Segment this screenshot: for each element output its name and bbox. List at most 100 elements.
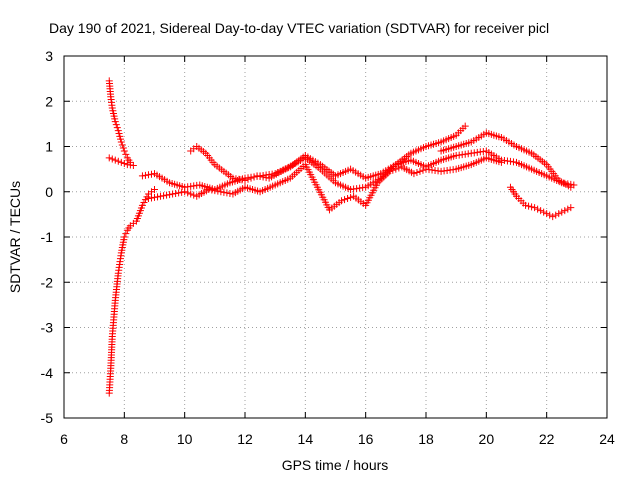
data-point — [497, 158, 505, 166]
x-tick-label: 12 — [237, 431, 253, 447]
data-point — [247, 174, 255, 182]
data-point — [175, 189, 183, 197]
x-tick-label: 16 — [358, 431, 374, 447]
data-point — [166, 191, 174, 199]
data-point — [549, 213, 557, 221]
data-point — [208, 186, 216, 194]
series-sv-early-flat — [105, 154, 137, 170]
data-point — [338, 197, 346, 205]
x-tick-label: 22 — [539, 431, 555, 447]
data-point — [157, 192, 165, 200]
data-point — [214, 187, 222, 195]
data-point — [232, 175, 240, 183]
series-sv-d — [437, 129, 575, 191]
y-tick-label: 0 — [45, 184, 53, 200]
plot-frame — [63, 55, 608, 419]
data-point — [525, 202, 533, 210]
data-point — [416, 167, 424, 175]
data-point — [220, 188, 228, 196]
data-point — [144, 171, 152, 179]
series-sv-b — [144, 154, 505, 214]
data-point — [112, 121, 120, 129]
data-point — [138, 172, 146, 180]
data-point — [250, 173, 258, 181]
data-point — [552, 211, 560, 219]
data-point — [113, 124, 121, 132]
x-tick-labels: 6 8 10 12 14 16 18 20 22 24 — [60, 431, 615, 447]
data-point — [419, 166, 427, 174]
data-point — [187, 190, 195, 198]
data-point — [129, 162, 137, 170]
data-points — [105, 77, 578, 397]
data-point — [241, 176, 249, 184]
data-point — [178, 188, 186, 196]
data-point — [147, 194, 155, 202]
x-axis-label: GPS time / hours — [282, 457, 389, 473]
data-point — [235, 175, 243, 183]
data-point — [567, 183, 575, 191]
data-point — [163, 191, 171, 199]
data-point — [537, 207, 545, 215]
data-point — [120, 159, 128, 167]
data-point — [244, 175, 252, 183]
data-point — [253, 172, 261, 180]
data-point — [528, 203, 536, 211]
x-tick-label: 6 — [60, 431, 68, 447]
y-tick-label: -5 — [41, 410, 54, 426]
y-tick-labels: -5 -4 -3 -2 -1 0 1 2 3 — [41, 48, 54, 426]
data-point — [531, 204, 539, 212]
data-point — [564, 205, 572, 213]
axis-ticks — [63, 55, 608, 419]
data-point — [223, 189, 231, 197]
series-sv-e — [506, 183, 575, 221]
data-point — [546, 211, 554, 219]
y-tick-label: -1 — [41, 229, 54, 245]
data-point — [118, 141, 126, 149]
data-point — [117, 138, 125, 146]
x-tick-label: 10 — [177, 431, 193, 447]
data-point — [172, 189, 180, 197]
x-tick-label: 8 — [120, 431, 128, 447]
data-point — [226, 189, 234, 197]
chart-title: Day 190 of 2021, Sidereal Day-to-day VTE… — [49, 20, 549, 36]
data-point — [108, 155, 116, 163]
grid-lines — [64, 56, 607, 418]
data-point — [522, 201, 530, 209]
data-point — [181, 188, 189, 196]
y-tick-label: 1 — [45, 139, 53, 155]
data-point — [122, 230, 130, 238]
y-axis-label: SDTVAR / TECUs — [7, 181, 23, 293]
data-point — [211, 187, 219, 195]
data-point — [238, 176, 246, 184]
data-point — [119, 144, 127, 152]
data-point — [111, 156, 119, 164]
data-point — [567, 204, 575, 212]
data-point — [114, 157, 122, 165]
x-tick-label: 18 — [418, 431, 434, 447]
x-tick-label: 14 — [298, 431, 314, 447]
data-point — [151, 193, 158, 201]
data-point — [413, 169, 421, 177]
data-point — [141, 171, 149, 179]
data-point — [410, 170, 418, 178]
data-point — [259, 173, 267, 181]
data-point — [105, 154, 113, 162]
data-point — [147, 170, 155, 178]
data-point — [555, 210, 563, 218]
data-point — [184, 189, 192, 197]
data-point — [111, 118, 119, 126]
data-point — [561, 207, 569, 215]
data-point — [217, 188, 225, 196]
data-point — [120, 233, 128, 241]
x-tick-label: 24 — [599, 431, 615, 447]
series-sv-ascending-bottom — [105, 185, 158, 397]
y-tick-label: -3 — [41, 320, 54, 336]
data-point — [229, 174, 237, 182]
data-point — [543, 210, 551, 218]
data-point — [169, 190, 177, 198]
data-point — [151, 185, 158, 193]
data-point — [262, 174, 270, 182]
data-point — [534, 205, 542, 213]
data-point — [205, 185, 213, 193]
